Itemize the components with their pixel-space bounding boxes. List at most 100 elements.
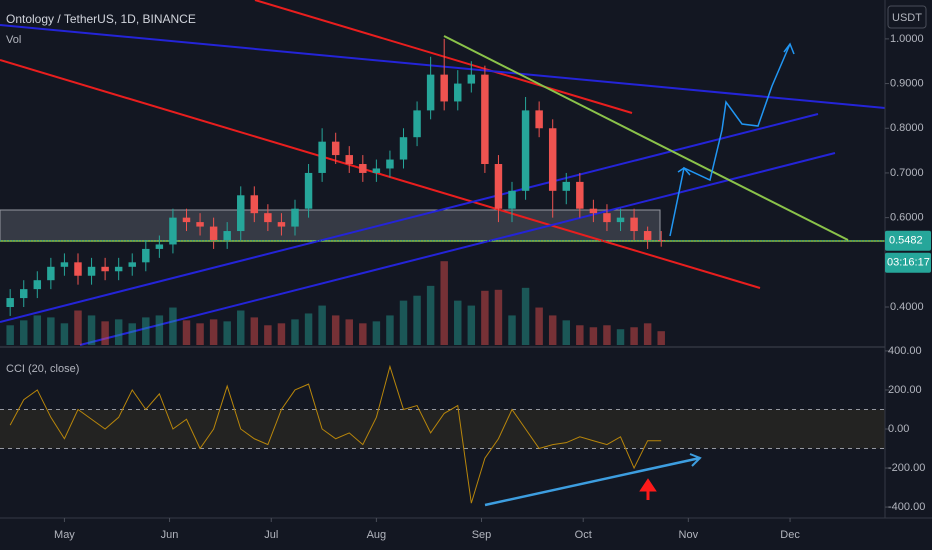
candle-body: [60, 262, 69, 267]
arrow-head: [689, 453, 702, 467]
candle-body: [548, 128, 557, 191]
volume-bar: [331, 315, 340, 345]
trend-line: [0, 59, 761, 289]
cci-tick-label: -400.00: [888, 501, 925, 513]
candle-body: [616, 217, 625, 223]
volume-bar: [359, 323, 367, 345]
candle-body: [630, 217, 638, 232]
volume-bar: [20, 320, 28, 345]
volume-bar: [128, 323, 136, 345]
volume-bar: [576, 325, 584, 345]
volume-bar: [155, 315, 164, 345]
x-tick-label: Dec: [780, 529, 800, 541]
volume-bar: [318, 305, 326, 345]
candle-body: [250, 195, 259, 214]
volume-bar: [196, 323, 204, 345]
y-tick-label: 0.8000: [890, 122, 924, 134]
candle-body: [426, 74, 435, 111]
volume-bar: [304, 313, 313, 345]
volume-bar: [345, 319, 353, 345]
currency-box: [887, 5, 927, 29]
volume-bar: [291, 319, 299, 345]
cci-tick-label: 0.00: [888, 423, 909, 435]
volume-bar: [454, 300, 462, 345]
volume-bar: [630, 327, 638, 345]
cci-line: [9, 364, 662, 504]
forecast-path: [669, 43, 791, 237]
marks: [0, 38, 885, 504]
volume-bar: [74, 310, 82, 345]
candle-body: [359, 164, 367, 173]
candle-body: [535, 110, 543, 129]
divergence-line: [484, 456, 701, 507]
y-tick-label: 0.6000: [890, 212, 924, 224]
y-tick-label: 0.4000: [890, 301, 924, 313]
x-tick-label: Jun: [161, 529, 179, 541]
arrow-head: [677, 167, 691, 176]
volume-bar: [87, 315, 96, 345]
volume-bar: [426, 285, 435, 345]
last-price-label: 0.5482: [889, 235, 923, 247]
volume-label: Vol: [6, 34, 21, 46]
indicator-label: CCI (20, close): [6, 363, 79, 375]
trend-line: [79, 152, 836, 346]
volume-bar: [47, 317, 55, 345]
x-tick-label: May: [54, 529, 75, 541]
drawings: [0, 0, 886, 507]
candle-body: [399, 137, 408, 160]
candle-body: [413, 110, 421, 138]
candle-body: [20, 289, 28, 299]
chart-title: Ontology / TetherUS, 1D, BINANCE: [6, 12, 196, 26]
candle-body: [508, 190, 516, 209]
volume-bar: [60, 323, 69, 345]
candle-body: [196, 222, 204, 227]
candle-body: [6, 298, 14, 308]
signal-arrow: [639, 478, 657, 500]
candle-body: [101, 266, 109, 272]
candle-body: [318, 141, 326, 173]
x-tick-label: Oct: [575, 529, 592, 541]
volume-bar: [521, 287, 530, 345]
trend-line: [443, 35, 849, 241]
candle-body: [237, 195, 245, 232]
candle-body: [223, 231, 231, 240]
cci-tick-label: 400.00: [888, 345, 922, 357]
volume-bar: [209, 319, 218, 345]
candle-body: [142, 248, 150, 263]
volume-bar: [413, 295, 421, 345]
volume-bar: [264, 325, 272, 345]
candle-body: [209, 226, 218, 240]
candle-body: [304, 172, 313, 209]
candle-body: [643, 231, 652, 240]
candle-body: [467, 74, 476, 84]
candle-body: [494, 164, 503, 209]
volume-bar: [142, 317, 150, 345]
candle-body: [562, 181, 570, 191]
volume-bar: [101, 321, 109, 345]
range-box: [0, 209, 661, 242]
candle-body: [128, 262, 136, 267]
volume-bar: [481, 290, 489, 345]
volume-bar: [372, 321, 381, 345]
candle-body: [182, 217, 191, 223]
volume-bar: [548, 315, 557, 345]
volume-bar: [182, 320, 191, 345]
volume-bar: [494, 289, 503, 345]
candle-body: [277, 222, 286, 227]
candle-body: [264, 213, 272, 223]
candle-body: [521, 110, 530, 191]
volume-bar: [657, 331, 665, 345]
candle-body: [589, 208, 598, 214]
volume-bar: [277, 323, 286, 345]
volume-bar: [223, 321, 231, 345]
volume-bar: [643, 323, 652, 345]
volume-bar: [467, 305, 476, 345]
candle-body: [74, 262, 82, 276]
y-tick-label: 0.9000: [890, 77, 924, 89]
volume-bar: [237, 310, 245, 345]
candle-body: [440, 74, 448, 102]
volume-bar: [508, 315, 516, 345]
volume-bar: [399, 300, 408, 345]
volume-bar: [33, 315, 42, 345]
